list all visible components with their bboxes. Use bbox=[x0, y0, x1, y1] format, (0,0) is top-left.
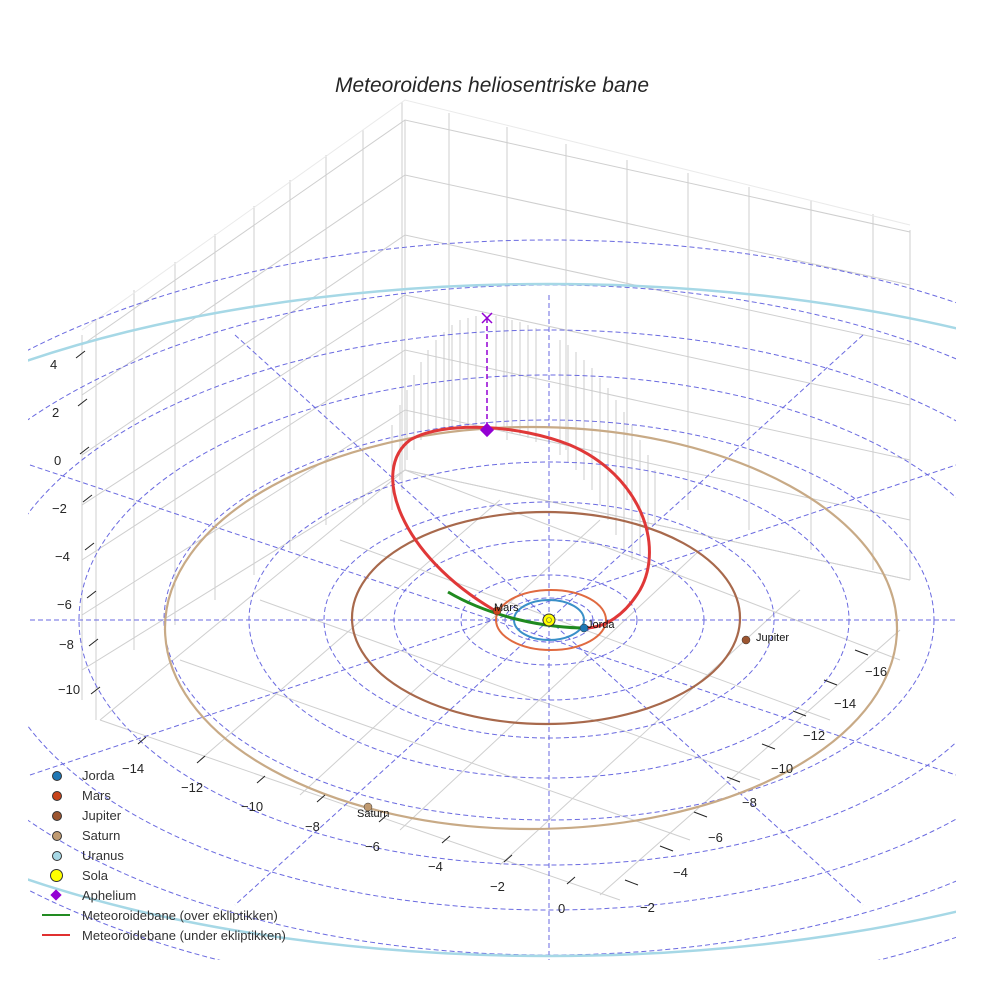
legend-item-orbit-over: Meteoroidebane (over ekliptikken) bbox=[38, 905, 286, 925]
z-tick: −2 bbox=[52, 501, 67, 516]
y-tick: −10 bbox=[771, 761, 793, 776]
label-jorda: Jorda bbox=[587, 619, 615, 631]
x-axis: −14 −12 −10 −8 −6 −4 −2 0 bbox=[122, 736, 576, 916]
sun-core bbox=[546, 617, 552, 623]
y-tick: −2 bbox=[640, 900, 655, 915]
label-mars: Mars bbox=[494, 602, 519, 614]
meteoroid-orbit-over bbox=[447, 590, 586, 630]
x-tick: 0 bbox=[558, 901, 565, 916]
planet-saturn bbox=[363, 802, 373, 812]
z-tick: 4 bbox=[50, 357, 57, 372]
x-tick: −6 bbox=[365, 839, 380, 854]
z-tick: −6 bbox=[57, 597, 72, 612]
meteoroid-orbit-under bbox=[391, 425, 651, 630]
sun-dot-icon bbox=[50, 869, 63, 882]
y-tick: −14 bbox=[834, 696, 856, 711]
legend: Jorda Mars Jupiter Saturn Uranus Sola Ap… bbox=[38, 765, 286, 945]
mars-dot-icon bbox=[52, 791, 62, 801]
y-axis: −16 −14 −12 −10 −8 −6 −4 −2 bbox=[624, 649, 887, 915]
z-tick: −4 bbox=[55, 549, 70, 564]
y-tick: −4 bbox=[673, 865, 688, 880]
jorda-dot-icon bbox=[52, 771, 62, 781]
z-tick: −10 bbox=[58, 682, 80, 697]
aphelion-marker bbox=[479, 422, 495, 438]
diamond-icon bbox=[50, 889, 62, 901]
x-tick: −10 bbox=[241, 799, 263, 814]
legend-item-saturn: Saturn bbox=[38, 825, 286, 845]
x-tick: −14 bbox=[122, 761, 144, 776]
chart-title: Meteoroidens heliosentriske bane bbox=[334, 74, 650, 97]
legend-item-orbit-under: Meteoroidebane (under ekliptikken) bbox=[38, 925, 286, 945]
red-line-icon bbox=[42, 934, 70, 936]
legend-item-uranus: Uranus bbox=[38, 845, 286, 865]
z-axis: 4 2 0 −2 −4 −6 −8 −10 bbox=[50, 350, 101, 697]
legend-item-jorda: Jorda bbox=[38, 765, 286, 785]
sun-sola bbox=[542, 613, 556, 627]
planet-mars bbox=[492, 606, 502, 616]
x-tick: −12 bbox=[181, 780, 203, 795]
x-tick: −8 bbox=[305, 819, 320, 834]
box-top-edges bbox=[81, 99, 911, 331]
label-jupiter: Jupiter bbox=[756, 632, 789, 644]
orbit-uranus bbox=[28, 282, 956, 958]
orbit-jupiter bbox=[350, 510, 742, 726]
z-tick: 0 bbox=[54, 453, 61, 468]
uranus-dot-icon bbox=[52, 851, 62, 861]
planet-jupiter bbox=[741, 635, 751, 645]
green-line-icon bbox=[42, 914, 70, 916]
drop-lines bbox=[391, 316, 656, 560]
legend-item-jupiter: Jupiter bbox=[38, 805, 286, 825]
jupiter-dot-icon bbox=[52, 811, 62, 821]
y-tick: −12 bbox=[803, 728, 825, 743]
planet-jorda bbox=[579, 623, 589, 633]
x-tick: −2 bbox=[490, 879, 505, 894]
axes-grid bbox=[81, 102, 911, 901]
orbit-saturn bbox=[163, 425, 899, 831]
y-tick: −6 bbox=[708, 830, 723, 845]
legend-item-mars: Mars bbox=[38, 785, 286, 805]
y-tick: −8 bbox=[742, 795, 757, 810]
orbit-mars bbox=[495, 589, 607, 651]
saturn-dot-icon bbox=[52, 831, 62, 841]
z-tick: 2 bbox=[52, 405, 59, 420]
label-saturn: Saturn bbox=[357, 808, 389, 820]
z-tick: −8 bbox=[59, 637, 74, 652]
aphelion-x-icon bbox=[481, 312, 493, 324]
legend-item-aphelium: Aphelium bbox=[38, 885, 286, 905]
y-tick: −16 bbox=[865, 664, 887, 679]
x-tick: −4 bbox=[428, 859, 443, 874]
legend-item-sola: Sola bbox=[38, 865, 286, 885]
